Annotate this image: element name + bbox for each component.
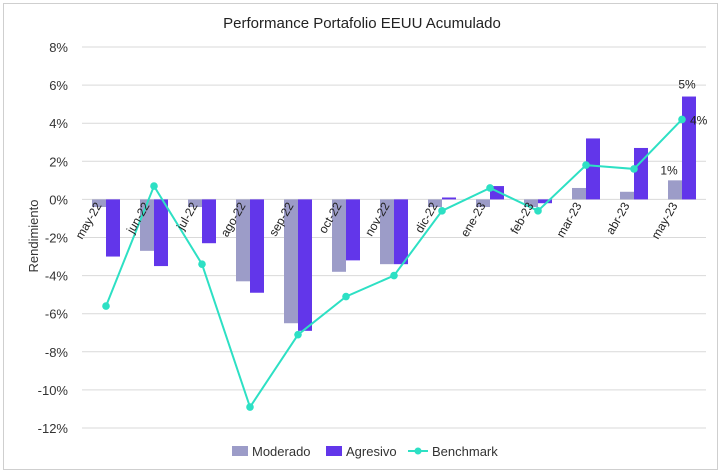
benchmark-line xyxy=(102,115,686,411)
bar-agresivo xyxy=(394,199,408,265)
chart-title: Performance Portafolio EEUU Acumulado xyxy=(223,15,501,32)
bar-moderado xyxy=(284,199,298,324)
bar-agresivo xyxy=(346,199,360,261)
bar-agresivo xyxy=(538,199,552,204)
benchmark-point xyxy=(534,207,542,215)
bar-agresivo xyxy=(682,96,696,200)
benchmark-point xyxy=(678,115,686,124)
data-labels: 1% 5% 4% xyxy=(660,78,707,178)
gridlines xyxy=(82,46,706,429)
y-tick-label: 0% xyxy=(49,192,68,207)
legend-swatch-agresivo xyxy=(326,446,342,456)
bar-agresivo xyxy=(250,199,264,293)
x-tick-label: feb-23 xyxy=(507,200,536,237)
x-tick-label: abr-23 xyxy=(603,200,633,237)
y-tick-label: 8% xyxy=(49,40,68,55)
bar-moderado xyxy=(92,199,106,208)
bar-moderado xyxy=(572,187,586,200)
x-tick-label: mar-23 xyxy=(553,200,584,240)
bar-moderado xyxy=(188,199,202,208)
y-tick-label: 4% xyxy=(49,116,68,131)
bar-agresivo xyxy=(634,147,648,200)
bar-agresivo xyxy=(586,138,600,200)
benchmark-point xyxy=(486,184,494,192)
bar-moderado xyxy=(620,191,634,200)
benchmark-point xyxy=(102,302,110,310)
bar-moderado xyxy=(428,199,442,208)
y-tick-label: -4% xyxy=(45,269,69,284)
bars xyxy=(92,96,696,331)
data-label-benchmark: 4% xyxy=(690,113,708,127)
bar-agresivo xyxy=(202,199,216,244)
legend-swatch-moderado xyxy=(232,446,248,456)
bar-moderado xyxy=(668,180,682,200)
y-axis-label: Rendimiento xyxy=(26,200,41,273)
data-label-agresivo: 5% xyxy=(678,78,696,92)
y-tick-label: 6% xyxy=(49,78,68,93)
legend-label-moderado: Moderado xyxy=(252,444,311,459)
benchmark-point xyxy=(390,271,398,280)
benchmark-point xyxy=(342,292,350,301)
bar-agresivo xyxy=(154,199,168,267)
data-label-moderado: 1% xyxy=(660,163,678,177)
bar-moderado xyxy=(524,199,538,208)
legend-swatch-benchmark-marker xyxy=(414,447,422,455)
bar-agresivo xyxy=(106,199,120,257)
x-tick-label: may-23 xyxy=(648,200,680,242)
x-tick-label: jul-22 xyxy=(173,200,200,234)
y-tick-label: 2% xyxy=(49,154,68,169)
bar-moderado xyxy=(380,199,394,265)
y-tick-label: -8% xyxy=(45,345,69,360)
bar-moderado xyxy=(476,199,490,208)
benchmark-point xyxy=(438,207,446,215)
bar-agresivo xyxy=(298,199,312,331)
benchmark-point xyxy=(294,330,302,339)
x-tick-label: ene-23 xyxy=(458,200,489,240)
benchmark-point xyxy=(198,260,206,268)
legend: Moderado Agresivo Benchmark xyxy=(232,444,498,459)
legend-label-benchmark: Benchmark xyxy=(432,444,498,459)
benchmark-point xyxy=(630,165,638,173)
y-tick-label: -2% xyxy=(45,231,69,246)
x-tick-label: may-22 xyxy=(72,200,104,242)
bar-moderado xyxy=(332,199,346,272)
y-axis-ticks: 8% 6% 4% 2% 0% -2% -4% -6% -8% -10% -12% xyxy=(38,40,69,436)
bar-moderado xyxy=(236,199,250,282)
y-tick-label: -6% xyxy=(45,307,69,322)
legend-label-agresivo: Agresivo xyxy=(346,444,397,459)
benchmark-point xyxy=(150,182,158,190)
y-tick-label: -10% xyxy=(38,383,69,398)
bar-agresivo xyxy=(442,197,456,200)
y-tick-label: -12% xyxy=(38,421,69,436)
chart-frame xyxy=(3,3,718,470)
benchmark-point xyxy=(246,403,254,411)
benchmark-point xyxy=(582,161,590,169)
